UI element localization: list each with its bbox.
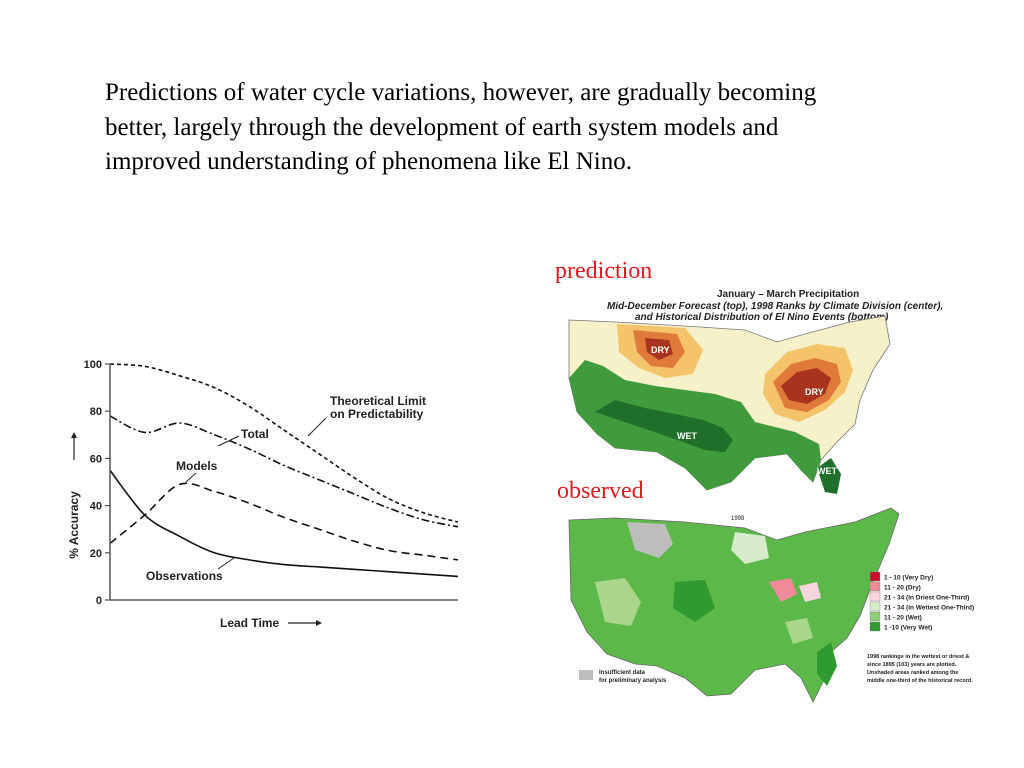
observed-label: observed <box>557 478 644 504</box>
forecast-wet-core <box>595 400 733 452</box>
legend-swatch <box>869 571 881 582</box>
observed-light-west <box>595 578 641 626</box>
series-line-models <box>109 482 459 561</box>
legend-label: 21 - 34 (in Wettest One-Third) <box>884 605 974 612</box>
forecast-dry-east-core <box>781 368 831 404</box>
legend-label: 1 - 10 (Very Dry) <box>884 575 933 582</box>
forecast-wet-florida <box>817 458 841 494</box>
annotation-leader-observations <box>217 557 235 570</box>
map-title-1: January – March Precipitation <box>717 289 859 300</box>
map-note-line: Unshaded areas ranked among the <box>867 670 958 676</box>
series-line-observations <box>109 469 459 578</box>
legend-swatch <box>869 591 881 602</box>
insufficient-data-label-2: for preliminary analysis <box>599 678 667 684</box>
annotation-theoretical-2: on Predictability <box>330 407 424 421</box>
observed-gray-north <box>627 522 673 558</box>
series-line-total <box>109 415 459 528</box>
legend-swatch <box>869 621 881 632</box>
legend-swatch <box>869 601 881 612</box>
insufficient-data-label-1: Insufficient data <box>599 670 646 676</box>
legend-label: 11 - 20 (Dry) <box>884 585 921 592</box>
insufficient-data-swatch <box>579 670 593 680</box>
annotation-total: Total <box>241 427 269 441</box>
legend-swatch <box>869 581 881 592</box>
annotation-leader-models <box>185 472 197 483</box>
prediction-label: prediction <box>555 258 653 284</box>
y-axis-arrow <box>71 432 77 460</box>
series-line-theoretical-limit <box>109 363 459 523</box>
forecast-label-wet-florida: WET <box>817 466 837 476</box>
observed-map: 1998 1 - 10 (Very Dry) 11 - 20 (Dry) 21 - … <box>568 507 974 703</box>
paragraph-line: Predictions of water cycle variations, h… <box>105 79 817 106</box>
forecast-label-dry-east: DRY <box>805 387 824 397</box>
observed-year-label: 1998 <box>731 516 745 522</box>
y-axis-label: % Accuracy <box>67 491 81 559</box>
observed-light-southeast <box>785 618 813 644</box>
legend-label: 21 - 34 (in Driest One-Third) <box>884 595 969 602</box>
intro-paragraph: Predictions of water cycle variations, h… <box>105 76 935 180</box>
forecast-label-wet-south: WET <box>677 431 697 441</box>
observed-dark-plains <box>673 580 715 622</box>
forecast-dry-north-core <box>645 338 673 360</box>
legend-label: 1 -10 (Very Wet) <box>884 625 932 632</box>
annotation-theoretical-1: Theoretical Limit <box>330 394 426 408</box>
annotation-leader-total <box>217 435 240 447</box>
observed-dark-florida <box>817 642 837 686</box>
paragraph-line: improved understanding of phenomena like… <box>105 148 632 175</box>
map-title-2: Mid-December Forecast (top), 1998 Ranks … <box>607 301 943 312</box>
forecast-label-dry-north: DRY <box>651 345 670 355</box>
y-tick-label: 60 <box>90 453 102 465</box>
y-tick-label: 80 <box>90 406 102 418</box>
observed-pink-midwest <box>769 578 797 602</box>
y-tick-label: 0 <box>96 595 102 607</box>
x-axis-label: Lead Time <box>220 616 279 630</box>
annotation-leader-theoretical <box>307 417 327 437</box>
observed-pale-north <box>731 532 769 564</box>
x-axis-arrow <box>288 620 322 626</box>
annotation-models: Models <box>176 459 218 473</box>
y-tick-label: 40 <box>90 501 102 513</box>
map-title-3: and Historical Distribution of El Nino E… <box>635 312 889 323</box>
precipitation-maps: January – March Precipitation Mid-Decemb… <box>568 289 974 703</box>
legend-swatch <box>869 611 881 622</box>
y-tick-label: 20 <box>90 548 102 560</box>
chart-series-group <box>109 363 459 578</box>
map-note-line: since 1895 (103) years are plotted. <box>867 662 957 668</box>
legend-label: 11 - 20 (Wet) <box>884 615 922 622</box>
paragraph-line: better, largely through the development … <box>105 113 779 141</box>
annotation-observations: Observations <box>146 569 223 583</box>
accuracy-chart: 0 20 40 60 80 100 % Accuracy Lead Time Theore… <box>67 359 459 630</box>
map-note-line: 1998 rankings in the wettest or driest & <box>867 654 969 660</box>
observed-legend: 1 - 10 (Very Dry) 11 - 20 (Dry) 21 - 34 (i… <box>869 571 974 632</box>
y-tick-group: 0 20 40 60 80 100 <box>84 359 110 607</box>
forecast-map: DRY DRY WET WET <box>568 315 891 494</box>
y-tick-label: 100 <box>84 359 102 371</box>
observed-lightpink-east <box>799 582 821 602</box>
map-note-line: middle one-third of the historical recor… <box>867 678 973 684</box>
